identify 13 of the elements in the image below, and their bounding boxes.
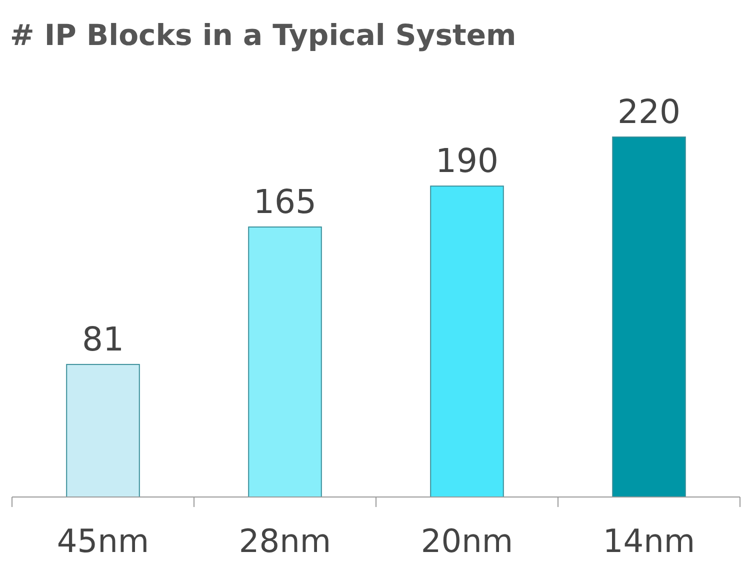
bar: [66, 364, 140, 498]
chart-title: # IP Blocks in a Typical System: [10, 18, 516, 52]
bar: [612, 136, 686, 498]
x-tick-label: 28nm: [238, 522, 332, 560]
data-label: 220: [618, 92, 680, 131]
x-tick-label: 14nm: [602, 522, 696, 560]
data-label: 81: [82, 319, 124, 358]
bar: [248, 226, 322, 498]
bar: [430, 186, 504, 498]
data-label: 165: [254, 182, 316, 221]
data-label: 190: [436, 141, 498, 180]
x-tick-label: 45nm: [56, 522, 150, 560]
x-tick-label: 20nm: [420, 522, 514, 560]
